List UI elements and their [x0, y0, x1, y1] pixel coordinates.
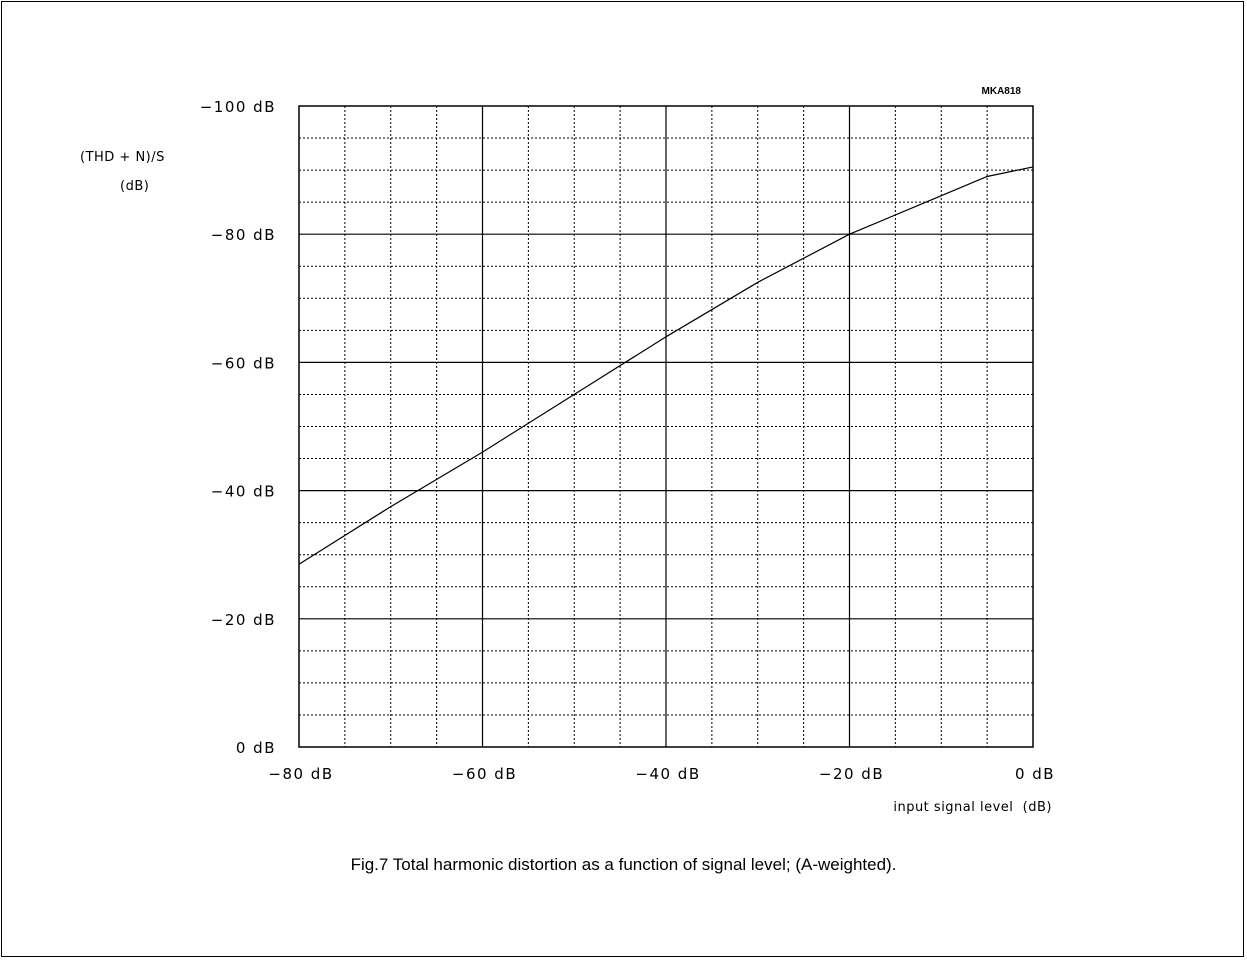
y-axis-unit: (dB) [120, 179, 149, 194]
thd-curve [298, 166, 1034, 565]
y-tick-label: −100 dB [200, 98, 276, 116]
y-axis-label: (THD + N)/S [80, 150, 165, 165]
x-axis-label: input signal level (dB) [893, 800, 1052, 815]
y-tick-label: 0 dB [236, 739, 276, 757]
y-tick-label: −80 dB [211, 226, 276, 244]
figure-code: MKA818 [982, 86, 1022, 97]
y-tick-label: −60 dB [211, 354, 276, 372]
x-tick-labels: −80 dB −60 dB −40 dB −20 dB 0 dB [268, 765, 1055, 783]
x-tick-label: −80 dB [268, 765, 333, 783]
y-tick-label: −40 dB [211, 483, 276, 501]
x-tick-label: −60 dB [452, 765, 517, 783]
y-tick-labels: 0 dB −20 dB −40 dB −60 dB −80 dB −100 dB [200, 98, 276, 757]
major-grid [299, 106, 1033, 747]
y-tick-label: −20 dB [211, 611, 276, 629]
x-tick-label: −40 dB [635, 765, 700, 783]
x-tick-label: 0 dB [1015, 765, 1055, 783]
figure-caption: Fig.7 Total harmonic distortion as a fun… [350, 855, 897, 874]
minor-grid [299, 106, 1033, 747]
plot-border [298, 105, 1034, 748]
x-tick-label: −20 dB [819, 765, 884, 783]
